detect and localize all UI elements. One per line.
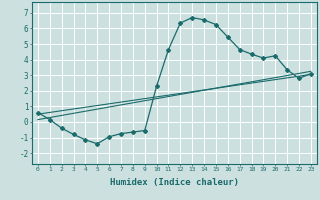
X-axis label: Humidex (Indice chaleur): Humidex (Indice chaleur): [110, 178, 239, 187]
